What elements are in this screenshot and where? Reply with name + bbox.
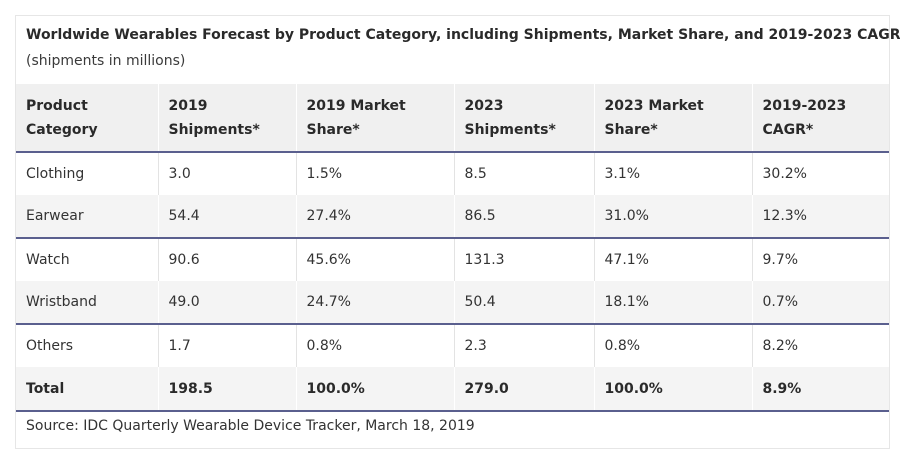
row-cagr: 0.7% [751, 281, 889, 325]
row-2019-share: 27.4% [295, 195, 454, 239]
header-2023-shipments: 2023 Shipments* [453, 84, 594, 153]
row-2019-shipments: 54.4 [157, 195, 296, 239]
header-row: Product Category 2019 Shipments* 2019 Mark… [16, 84, 889, 153]
total-2023-shipments: 279.0 [453, 367, 594, 412]
total-cagr: 8.9% [751, 367, 889, 412]
source-note: Source: IDC Quarterly Wearable Device Tr… [26, 418, 475, 434]
table-title: Worldwide Wearables Forecast by Product … [26, 27, 900, 43]
table-row: Earwear 54.4 27.4% 86.5 31.0% 12.3% [16, 195, 889, 239]
row-2019-shipments: 90.6 [157, 238, 296, 281]
row-category: Clothing [26, 166, 85, 182]
header-cagr: 2019-2023 CAGR* [751, 84, 889, 153]
row-2023-shipments: 8.5 [453, 152, 594, 195]
row-2019-share: 24.7% [295, 281, 454, 325]
total-2019-share: 100.0% [295, 367, 454, 412]
table-row: Watch 90.6 45.6% 131.3 47.1% 9.7% [16, 238, 889, 281]
row-category: Watch [26, 252, 70, 268]
row-category: Wristband [16, 281, 158, 325]
row-2019-shipments: 3.0 [157, 152, 296, 195]
total-label: Total [16, 367, 158, 412]
header-2019-shipments: 2019 Shipments* [157, 84, 296, 153]
row-2023-shipments: 2.3 [453, 324, 594, 367]
total-2023-share: 100.0% [593, 367, 752, 412]
row-cagr: 8.2% [751, 324, 889, 367]
row-2019-share: 45.6% [295, 238, 454, 281]
row-cagr: 12.3% [751, 195, 889, 239]
row-category: Others [26, 338, 74, 354]
forecast-table-card: Worldwide Wearables Forecast by Product … [15, 15, 900, 449]
total-row: Total 198.5 100.0% 279.0 100.0% 8.9% [16, 367, 889, 412]
row-2023-share: 0.8% [593, 324, 752, 367]
row-2023-share: 31.0% [593, 195, 752, 239]
header-product-category: Product Category [16, 84, 158, 153]
row-cagr: 30.2% [751, 152, 889, 195]
table-row: Others 1.7 0.8% 2.3 0.8% 8.2% [16, 324, 889, 367]
row-2019-share: 1.5% [295, 152, 454, 195]
header-2019-market-share: 2019 Market Share* [295, 84, 454, 153]
row-2019-share: 0.8% [295, 324, 454, 367]
row-2023-shipments: 131.3 [453, 238, 594, 281]
row-category: Earwear [16, 195, 158, 239]
total-2019-shipments: 198.5 [157, 367, 296, 412]
row-2019-shipments: 49.0 [157, 281, 296, 325]
forecast-table: Product Category 2019 Shipments* 2019 Mark… [16, 84, 889, 412]
row-cagr: 9.7% [751, 238, 889, 281]
table-row: Wristband 49.0 24.7% 50.4 18.1% 0.7% [16, 281, 889, 325]
row-2023-share: 47.1% [593, 238, 752, 281]
header-2023-market-share: 2023 Market Share* [593, 84, 752, 153]
table-row: Clothing 3.0 1.5% 8.5 3.1% 30.2% [16, 152, 889, 195]
row-2019-shipments: 1.7 [157, 324, 296, 367]
row-2023-share: 18.1% [593, 281, 752, 325]
row-2023-shipments: 50.4 [453, 281, 594, 325]
row-2023-share: 3.1% [593, 152, 752, 195]
table-subtitle: (shipments in millions) [26, 53, 186, 69]
row-2023-shipments: 86.5 [453, 195, 594, 239]
